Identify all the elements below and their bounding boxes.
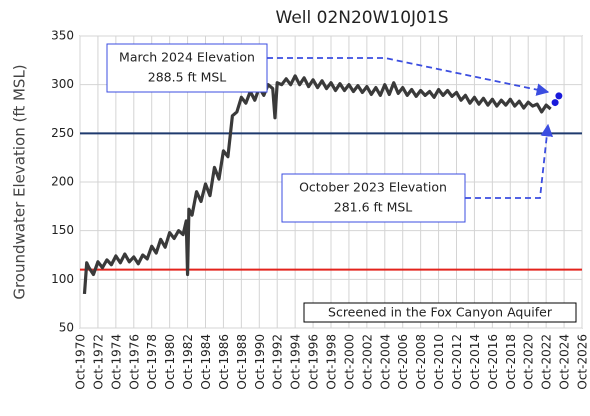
x-tick-label: Oct-2002	[360, 334, 374, 390]
x-tick-label: Oct-2020	[522, 334, 536, 390]
data-line	[82, 74, 552, 295]
x-tick-label: Oct-1976	[127, 334, 141, 390]
chart-title: Well 02N20W10J01S	[276, 8, 449, 28]
annotation-text: March 2024 Elevation	[119, 50, 255, 65]
y-tick-label: 50	[59, 321, 74, 335]
x-tick-label: Oct-1970	[74, 334, 88, 390]
x-tick-label: Oct-1998	[325, 334, 339, 390]
x-tick-label: Oct-1982	[181, 334, 195, 390]
x-tick-label: Oct-1980	[163, 334, 177, 390]
x-tick-label: Oct-2010	[432, 334, 446, 390]
x-tick-label: Oct-1972	[91, 334, 105, 390]
x-tick-label: Oct-1996	[307, 334, 321, 390]
x-tick-label: Oct-2012	[450, 334, 464, 390]
y-axis-label: Groundwater Elevation (ft MSL)	[11, 64, 29, 299]
x-tick-label: Oct-1984	[199, 334, 213, 390]
annotation-box	[281, 173, 466, 223]
x-tick-label: Oct-2026	[576, 334, 590, 390]
x-tick-label: Oct-2022	[540, 334, 554, 390]
highlight-point	[555, 92, 563, 100]
highlight-point	[551, 99, 559, 107]
annotation-box	[106, 43, 268, 93]
x-tick-label: Oct-1988	[235, 334, 249, 390]
x-tick-label: Oct-1986	[217, 334, 231, 390]
x-tick-label: Oct-1994	[289, 334, 303, 390]
annotation-text: 288.5 ft MSL	[148, 70, 227, 85]
annotation-text: 281.6 ft MSL	[334, 200, 413, 215]
x-tick-label: Oct-2014	[468, 334, 482, 390]
x-tick-label: Oct-2008	[414, 334, 428, 390]
x-tick-label: Oct-2016	[486, 334, 500, 390]
arrow	[465, 123, 554, 199]
x-tick-label: Oct-2024	[558, 334, 572, 390]
y-tick-label: 100	[51, 272, 74, 286]
x-tick-label: Oct-2006	[396, 334, 410, 390]
note-box	[303, 302, 577, 323]
y-tick-label: 350	[51, 29, 74, 43]
x-tick-label: Oct-2018	[504, 334, 518, 390]
x-tick-label: Oct-1978	[145, 334, 159, 390]
x-tick-label: Oct-1990	[253, 334, 267, 390]
note-text: Screened in the Fox Canyon Aquifer	[328, 305, 553, 320]
y-tick-label: 150	[51, 223, 74, 237]
y-tick-label: 300	[51, 77, 74, 91]
x-tick-label: Oct-2004	[378, 334, 392, 390]
y-tick-label: 250	[51, 126, 74, 140]
y-tick-label: 200	[51, 175, 74, 189]
annotations: March 2024 Elevation 288.5 ft MSL Octobe…	[106, 43, 577, 323]
x-tick-label: Oct-2000	[342, 334, 356, 390]
x-tick-label: Oct-1974	[109, 334, 123, 390]
annotation-text: October 2023 Elevation	[299, 180, 447, 195]
x-tick-label: Oct-1992	[271, 334, 285, 390]
